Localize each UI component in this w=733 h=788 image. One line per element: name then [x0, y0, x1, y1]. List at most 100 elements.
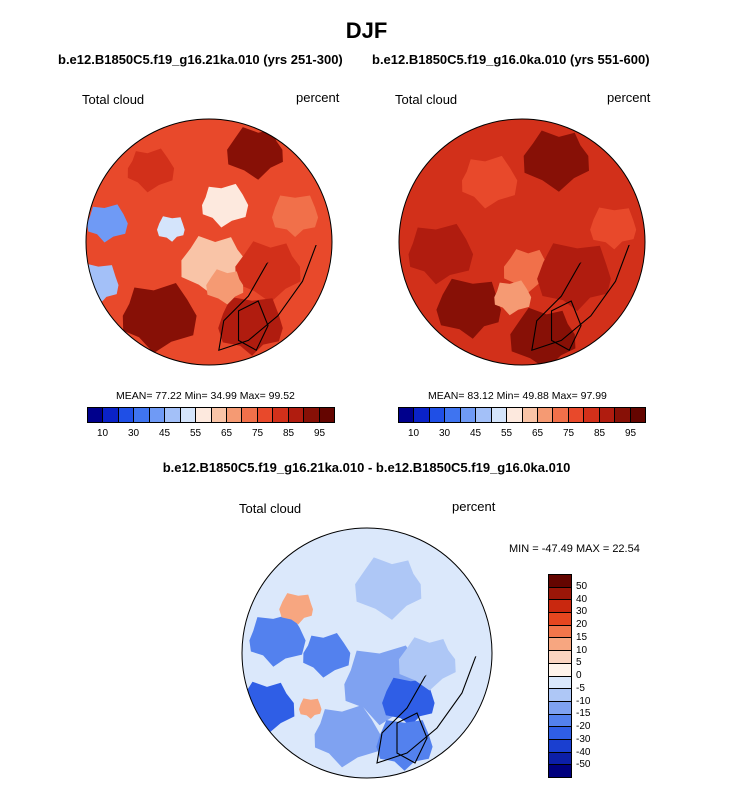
- colorbar-swatch: [549, 727, 571, 740]
- colorbar-tick-label: 55: [189, 428, 202, 439]
- colorbar-tick-label: 65: [531, 428, 544, 439]
- colorbar-tick-label: -50: [576, 759, 591, 771]
- cloud-field-region: [408, 223, 474, 285]
- cloud-field-region: [272, 195, 319, 237]
- cloud-field-region: [303, 633, 351, 678]
- cloud-field-region: [523, 130, 589, 192]
- colorbar-swatch: [429, 408, 446, 422]
- cloud-field-region: [537, 243, 611, 312]
- coastline: [550, 300, 582, 352]
- colorbar-swatch: [549, 676, 571, 690]
- colorbar-swatch: [180, 408, 197, 422]
- colorbar-tick-label: -10: [576, 695, 591, 707]
- colorbar-tick-label: 30: [576, 606, 588, 618]
- colorbar-swatch: [549, 714, 571, 728]
- colorbar-tick-label: 10: [576, 644, 588, 656]
- cloud-field-region: [87, 204, 128, 243]
- colorbar-tick-label: 45: [158, 428, 171, 439]
- colorbar-swatch: [549, 638, 571, 652]
- colorbar-swatch: [549, 587, 571, 601]
- colorbar-swatch: [445, 408, 461, 422]
- colorbar-swatch: [476, 408, 492, 422]
- right-panel-units: percent: [607, 90, 651, 105]
- colorbar-swatch: [549, 625, 571, 639]
- coastline: [376, 655, 483, 764]
- coastline: [531, 243, 636, 352]
- colorbar-swatch: [549, 613, 571, 626]
- cloud-field-region: [227, 127, 283, 180]
- colorbar-tick-label: -30: [576, 733, 591, 745]
- cloud-field-region: [202, 183, 249, 228]
- colorbar-swatch: [211, 408, 227, 422]
- cloud-field-region: [86, 263, 119, 306]
- colorbar-swatch: [460, 408, 477, 422]
- cloud-field-region: [249, 614, 306, 667]
- colorbar-tick-label: 95: [624, 428, 637, 439]
- colorbar-swatch: [549, 600, 571, 614]
- cloud-field-region: [494, 280, 532, 316]
- cloud-field-region: [122, 283, 197, 354]
- cloud-field-region: [398, 637, 456, 691]
- left-panel-variable: Total cloud: [82, 92, 145, 107]
- coastline: [218, 243, 323, 352]
- cloud-field-region: [314, 705, 381, 768]
- page-title: DJF: [345, 18, 388, 43]
- right-panel-subtitle: b.e12.B1850C5.f19_g16.0ka.010 (yrs 551-6…: [372, 52, 650, 67]
- left-colorbar: [87, 407, 335, 423]
- colorbar-tick-label: -15: [576, 708, 591, 720]
- right-polar-map: [398, 118, 646, 366]
- colorbar-tick-label: 30: [438, 428, 451, 439]
- right-panel-variable: Total cloud: [395, 92, 458, 107]
- colorbar-swatch: [257, 408, 274, 422]
- colorbar-swatch: [549, 575, 571, 588]
- difference-units: percent: [452, 499, 496, 514]
- colorbar-tick-label: 30: [127, 428, 140, 439]
- colorbar-swatch: [319, 408, 334, 422]
- cloud-field-region: [235, 241, 301, 303]
- cloud-field-region: [218, 297, 283, 356]
- colorbar-tick-label: 5: [576, 657, 582, 669]
- colorbar-swatch: [522, 408, 538, 422]
- difference-colorbar: [548, 574, 572, 778]
- colorbar-tick-label: 55: [500, 428, 513, 439]
- left-panel-units: percent: [296, 90, 340, 105]
- colorbar-swatch: [549, 651, 571, 664]
- colorbar-tick-label: 15: [576, 631, 588, 643]
- colorbar-swatch: [507, 408, 523, 422]
- colorbar-swatch: [630, 408, 645, 422]
- colorbar-swatch: [273, 408, 289, 422]
- colorbar-tick-label: 65: [220, 428, 233, 439]
- left-polar-map: [85, 118, 333, 366]
- colorbar-swatch: [399, 408, 415, 422]
- cloud-field-region: [127, 148, 175, 193]
- colorbar-swatch: [242, 408, 258, 422]
- colorbar-swatch: [118, 408, 135, 422]
- colorbar-swatch: [549, 701, 571, 715]
- map-border: [398, 118, 646, 366]
- colorbar-swatch: [537, 408, 554, 422]
- colorbar-tick-label: -40: [576, 746, 591, 758]
- colorbar-tick-label: 50: [576, 580, 588, 592]
- colorbar-swatch: [491, 408, 508, 422]
- difference-variable: Total cloud: [239, 501, 302, 516]
- colorbar-swatch: [103, 408, 119, 422]
- cloud-field-region: [206, 269, 244, 305]
- left-panel-subtitle: b.e12.B1850C5.f19_g16.21ka.010 (yrs 251-…: [58, 52, 343, 67]
- colorbar-swatch: [549, 689, 571, 702]
- colorbar-swatch: [568, 408, 585, 422]
- colorbar-tick-label: 75: [251, 428, 264, 439]
- colorbar-swatch: [149, 408, 166, 422]
- colorbar-tick-label: 20: [576, 619, 588, 630]
- cloud-field-region: [462, 155, 518, 209]
- colorbar-tick-label: 10: [407, 428, 420, 439]
- colorbar-swatch: [549, 663, 571, 677]
- map-border: [85, 118, 333, 366]
- colorbar-swatch: [599, 408, 616, 422]
- colorbar-swatch: [414, 408, 430, 422]
- difference-stats: MIN = -47.49 MAX = 22.54: [509, 543, 640, 555]
- colorbar-tick-label: -20: [576, 721, 591, 732]
- colorbar-swatch: [549, 752, 571, 766]
- colorbar-swatch: [615, 408, 631, 422]
- colorbar-swatch: [549, 765, 571, 777]
- colorbar-swatch: [553, 408, 569, 422]
